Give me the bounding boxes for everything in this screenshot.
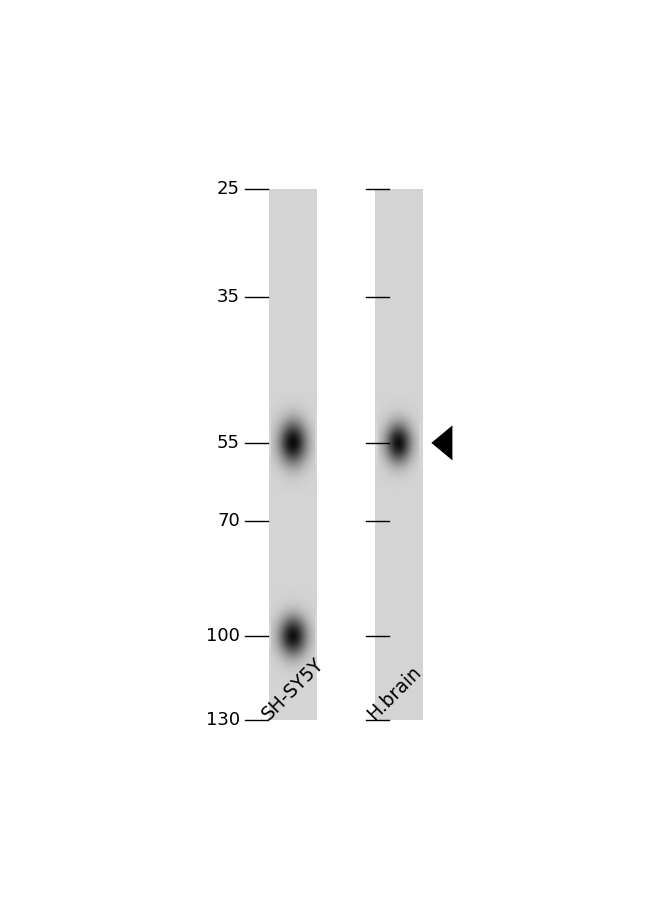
Text: 130: 130 [206,711,240,729]
Polygon shape [432,426,452,460]
Text: 25: 25 [217,180,240,197]
Text: 35: 35 [217,288,240,306]
Text: 55: 55 [217,434,240,452]
Bar [269,189,317,720]
Text: H.brain: H.brain [364,662,425,724]
Bar [374,189,422,720]
Text: 100: 100 [206,627,240,645]
Text: 70: 70 [217,512,240,530]
Text: SH-SY5Y: SH-SY5Y [258,655,328,724]
